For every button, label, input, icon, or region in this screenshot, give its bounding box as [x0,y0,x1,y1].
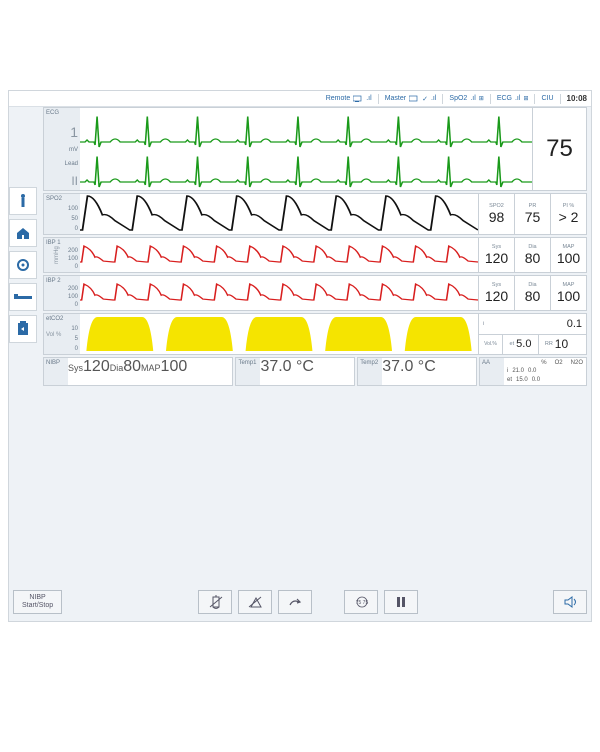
nibp-start-stop-button[interactable]: NIBP Start/Stop [13,590,62,614]
etco2-row: etCO2 10 5 0 Vol % i0.1 Vol.% et5.0 RR10 [43,313,587,355]
svg-text:75 75: 75 75 [355,600,368,606]
reading-cell: Sys120 [478,276,514,310]
signal-icon: .ıl [431,95,436,102]
reading-cell: Dia80 [514,238,550,272]
reading-cell: Sys120 [68,358,110,385]
home-icon[interactable] [9,219,37,247]
gear-icon[interactable] [9,251,37,279]
speaker-icon[interactable] [553,590,587,614]
clipboard-icon[interactable] [9,315,37,343]
temp2-box: Temp2 37.0 °C [357,357,477,386]
reading-cell: PI %> 2 [550,194,586,234]
temp1-box: Temp1 37.0 °C [235,357,355,386]
reading-cell: MAP100 [141,358,187,385]
reading-cell: MAP100 [550,238,586,272]
alarm-silence-icon[interactable] [198,590,232,614]
ibp2-waveform [80,276,478,310]
clock: 10:08 [567,94,587,103]
spo2-waveform [80,194,478,234]
etco2-waveform: Vol % [80,314,478,354]
reading-cell: Dia80 [514,276,550,310]
signal-icon: .ıl [515,95,520,102]
freeze-icon[interactable]: 75 75 [344,590,378,614]
reading-cell: SPO298 [478,194,514,234]
hr-value: 75 [546,135,573,163]
ibp1-row: IBP 1 200 100 0 mmHg Sys120Dia80MAP100 [43,237,587,273]
patient-icon[interactable] [9,187,37,215]
status-ciu[interactable]: CIU [541,95,553,102]
ecg-row: ECG 1 mV Lead II 75 [43,107,587,191]
signal-icon: .ıl [366,95,371,102]
status-remote[interactable]: Remote.ıl [326,95,372,103]
status-ecg[interactable]: ECG.ıl⊞ [497,95,529,102]
signal-icon: .ıl [470,95,475,102]
readout-strip: NIBP Sys120Dia80MAP100 Temp1 37.0 °C Tem… [43,357,587,386]
spo2-row: SPO2 100 50 0 SPO298PR75PI %> 2 [43,193,587,235]
pause-icon[interactable] [384,590,418,614]
status-bar: Remote.ıl Master✓.ıl SpO2.ıl⊞ ECG.ıl⊞ CI… [9,91,591,107]
reading-cell: PR75 [514,194,550,234]
reading-cell: Dia80 [110,358,141,385]
main-panel: ECG 1 mV Lead II 75 SPO2 100 50 0 SPO298… [43,107,587,575]
alarm-reset-icon[interactable] [278,590,312,614]
monitor-screen: Remote.ıl Master✓.ıl SpO2.ıl⊞ ECG.ıl⊞ CI… [8,90,592,622]
status-master[interactable]: Master✓.ıl [385,95,437,103]
ibp1-waveform: mmHg [80,238,478,272]
alarm-pause-icon[interactable] [238,590,272,614]
reading-cell: MAP100 [550,276,586,310]
bed-icon[interactable] [9,283,37,311]
ecg-waveform [80,108,532,190]
ibp2-row: IBP 2 200 100 0 Sys120Dia80MAP100 [43,275,587,311]
aa-box: AA %O2N2O i21.00.0 et15.00.0 [479,357,587,386]
sidebar [9,187,39,343]
reading-cell: Sys120 [478,238,514,272]
ecg-title: ECG [46,110,78,116]
status-spo2[interactable]: SpO2.ıl⊞ [449,95,483,102]
bottom-bar: NIBP Start/Stop 75 75 [13,589,587,615]
nibp-box: NIBP Sys120Dia80MAP100 [43,357,233,386]
